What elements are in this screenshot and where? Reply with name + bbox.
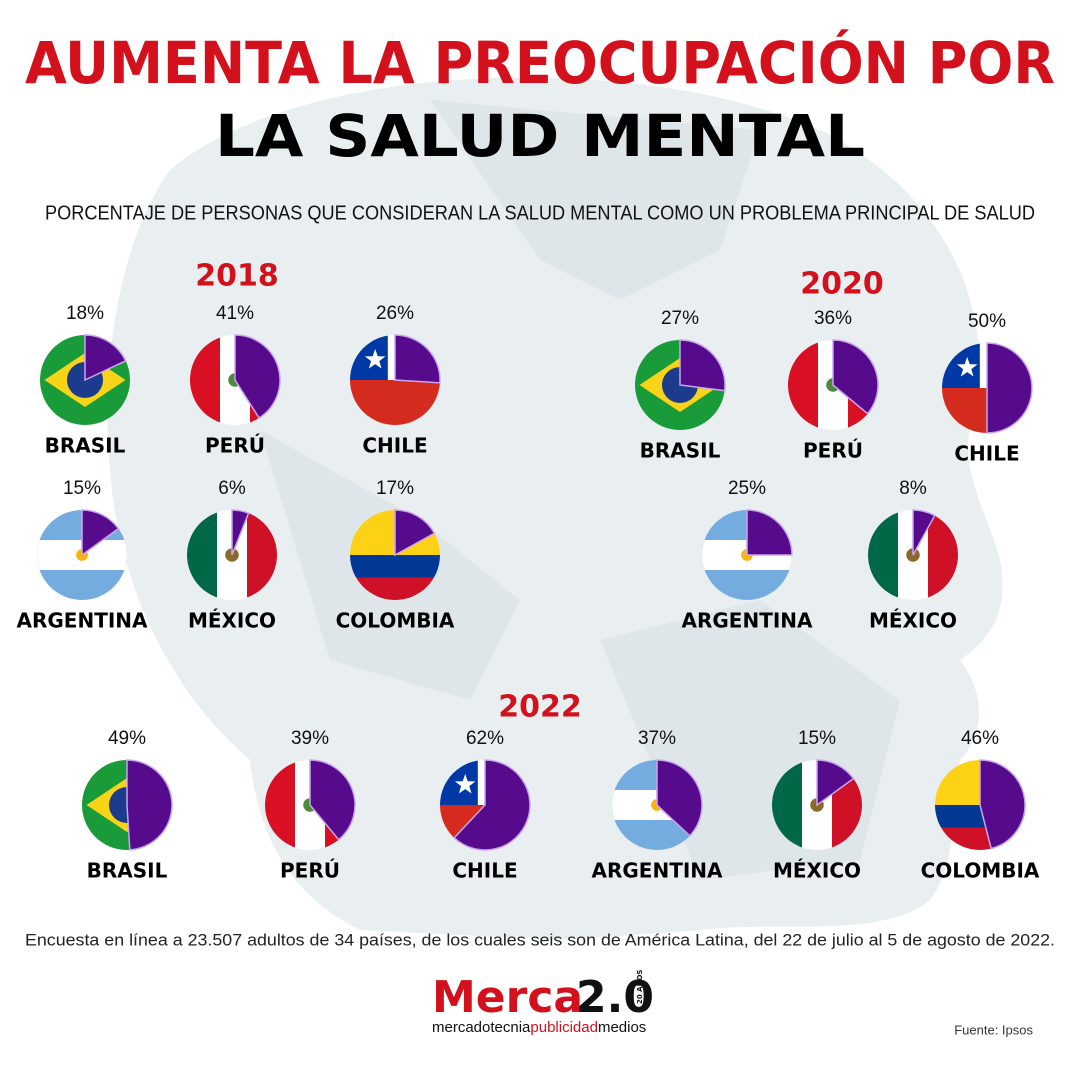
country-label: ARGENTINA bbox=[592, 859, 724, 883]
year-title: 2020 bbox=[800, 267, 884, 302]
value-label: 15% bbox=[63, 478, 101, 499]
pie bbox=[772, 759, 862, 850]
pie bbox=[635, 339, 726, 430]
country-label: PERÚ bbox=[280, 859, 340, 883]
value-label: 62% bbox=[466, 728, 504, 749]
pie-slice bbox=[231, 509, 250, 556]
pie bbox=[190, 334, 281, 425]
footnote: Encuesta en línea a 23.507 adultos de 34… bbox=[25, 930, 1055, 949]
value-label: 17% bbox=[376, 478, 414, 499]
value-label: 39% bbox=[291, 728, 329, 749]
flag-part bbox=[350, 555, 440, 578]
country-label: BRASIL bbox=[640, 439, 721, 463]
pie bbox=[935, 759, 1026, 850]
title-line-1: AUMENTA LA PREOCUPACIÓN POR bbox=[25, 28, 1055, 97]
value-label: 37% bbox=[638, 728, 676, 749]
value-label: 49% bbox=[108, 728, 146, 749]
pie-slice bbox=[679, 339, 726, 392]
value-label: 8% bbox=[899, 478, 927, 499]
flag-part bbox=[956, 356, 978, 377]
pie bbox=[942, 342, 1033, 434]
pie-slice bbox=[81, 509, 120, 557]
logo-version: 2.0 bbox=[576, 972, 654, 1023]
country-label: CHILE bbox=[954, 442, 1019, 466]
tagline-part: publicidad bbox=[530, 1019, 598, 1036]
country-label: CHILE bbox=[452, 859, 517, 883]
pie bbox=[868, 509, 958, 600]
country-label: MÉXICO bbox=[773, 859, 861, 883]
year-title: 2018 bbox=[195, 259, 279, 294]
pie bbox=[40, 334, 130, 425]
country-label: CHILE bbox=[362, 434, 427, 458]
pie-slice bbox=[234, 334, 281, 420]
pie-slice bbox=[912, 509, 936, 556]
pie bbox=[788, 339, 879, 430]
value-label: 27% bbox=[661, 308, 699, 329]
pie-slice bbox=[84, 334, 127, 382]
pie bbox=[350, 334, 441, 425]
country-label: PERÚ bbox=[205, 434, 265, 458]
value-label: 18% bbox=[66, 303, 104, 324]
pie-slice bbox=[746, 509, 793, 556]
country-label: BRASIL bbox=[87, 859, 168, 883]
flag-part bbox=[454, 773, 476, 794]
value-label: 41% bbox=[216, 303, 254, 324]
source: Fuente: Ipsos bbox=[954, 1022, 1033, 1037]
pie bbox=[82, 759, 173, 851]
value-label: 25% bbox=[728, 478, 766, 499]
pie bbox=[265, 759, 356, 850]
pie-slice bbox=[453, 759, 531, 851]
pie-slice bbox=[979, 759, 1026, 850]
logo-badge: 20 AÑOS bbox=[635, 970, 644, 1004]
value-label: 36% bbox=[814, 308, 852, 329]
pie bbox=[350, 509, 440, 600]
logo: Merca 2.0 20 AÑOS mercadotecniapublicida… bbox=[432, 970, 654, 1036]
pie bbox=[187, 509, 277, 600]
pie bbox=[37, 509, 127, 600]
logo-name: Merca bbox=[432, 972, 583, 1023]
pie-slice bbox=[986, 342, 1033, 434]
country-label: COLOMBIA bbox=[921, 859, 1040, 883]
value-label: 15% bbox=[798, 728, 836, 749]
value-label: 50% bbox=[968, 311, 1006, 332]
pie bbox=[702, 509, 793, 600]
flag-part bbox=[364, 348, 386, 369]
country-label: COLOMBIA bbox=[336, 609, 455, 633]
pie bbox=[440, 759, 531, 851]
value-label: 46% bbox=[961, 728, 999, 749]
country-label: ARGENTINA bbox=[17, 609, 149, 633]
tagline-part: mercadotecnia bbox=[432, 1019, 531, 1036]
pie-slice bbox=[816, 759, 855, 807]
country-label: ARGENTINA bbox=[682, 609, 814, 633]
country-label: PERÚ bbox=[803, 439, 863, 463]
value-label: 26% bbox=[376, 303, 414, 324]
tagline-part: medios bbox=[598, 1019, 646, 1036]
pie bbox=[612, 759, 703, 850]
logo-tagline: mercadotecniapublicidadmedios bbox=[432, 1019, 646, 1036]
country-label: MÉXICO bbox=[188, 609, 276, 633]
country-label: BRASIL bbox=[45, 434, 126, 458]
subtitle: PORCENTAJE DE PERSONAS QUE CONSIDERAN LA… bbox=[45, 202, 1035, 224]
year-title: 2022 bbox=[498, 690, 582, 725]
value-label: 6% bbox=[218, 478, 246, 499]
pie-slice bbox=[656, 759, 703, 837]
pie-slice bbox=[394, 334, 441, 384]
title-line-2: LA SALUD MENTAL bbox=[215, 102, 865, 170]
pie-slice bbox=[126, 759, 173, 851]
country-label: MÉXICO bbox=[869, 609, 957, 633]
pie-slice bbox=[309, 759, 356, 841]
pie-slice bbox=[394, 509, 436, 557]
pie-slice bbox=[832, 339, 879, 415]
